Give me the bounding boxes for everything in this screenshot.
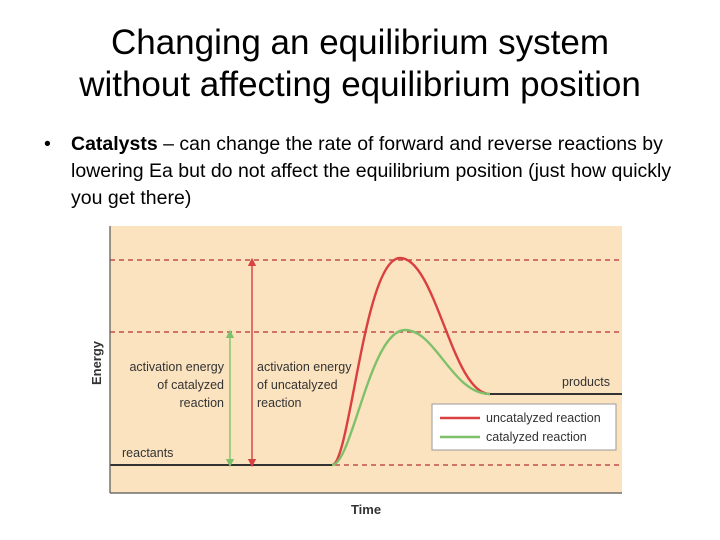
y-axis-label: Energy <box>89 340 104 385</box>
uncatalyzed-ea-label: activation energy of uncatalyzed reactio… <box>257 360 352 410</box>
catalyzed-reaction-curve <box>331 328 491 467</box>
slide-title: Changing an equilibrium system without a… <box>0 22 720 106</box>
bullet-dot-icon: • <box>44 133 51 155</box>
reactants-label: reactants <box>122 446 173 460</box>
uncatalyzed-reaction-curve <box>331 256 491 467</box>
bullet-text: Catalysts – can change the rate of forwa… <box>71 131 684 212</box>
slide-title-line-1: Changing an equilibrium system <box>110 23 610 62</box>
energy-diagram-svg: Energy Time reactants products activatio… <box>89 226 622 517</box>
energy-diagram: Energy Time reactants products activatio… <box>80 218 640 523</box>
legend: uncatalyzed reaction catalyzed reaction <box>431 403 617 451</box>
catalyzed-ea-label: activation energy of catalyzed reaction <box>129 360 224 410</box>
uncatalyzed-ea-label-line-2: of uncatalyzed <box>257 378 338 392</box>
bullet-description: – can change the rate of forward and rev… <box>71 133 672 209</box>
uncatalyzed-ea-label-line-3: reaction <box>257 396 302 410</box>
catalyzed-ea-label-line-2: of catalyzed <box>157 378 224 392</box>
x-axis-label: Time <box>351 502 381 517</box>
bullet-term: Catalysts <box>71 133 158 155</box>
products-label: products <box>562 375 610 389</box>
legend-catalyzed-label: catalyzed reaction <box>486 430 587 444</box>
uncatalyzed-ea-label-line-1: activation energy <box>257 360 352 374</box>
catalyzed-ea-label-line-1: activation energy <box>129 360 224 374</box>
bullet-point: • Catalysts – can change the rate of for… <box>44 131 684 212</box>
slide-title-line-2: without affecting equilibrium position <box>79 65 641 104</box>
catalyzed-ea-label-line-3: reaction <box>180 396 225 410</box>
legend-uncatalyzed-label: uncatalyzed reaction <box>486 411 601 425</box>
legend-box <box>431 403 617 451</box>
